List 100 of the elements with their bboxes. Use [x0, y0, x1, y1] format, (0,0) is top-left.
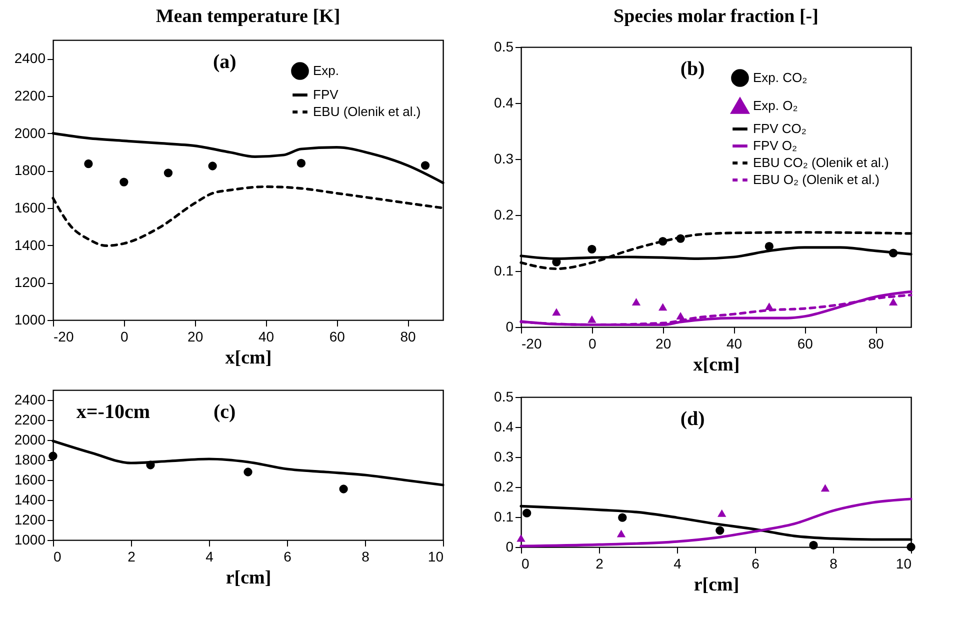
y-tick-label: 1200: [14, 274, 46, 290]
y-tick-label: 1400: [14, 492, 46, 508]
x-tick-label: 0: [120, 328, 129, 344]
x-tick-label: 6: [752, 556, 760, 572]
chart-title: Mean temperature [K]: [156, 6, 340, 27]
x-tick-label: 60: [797, 336, 814, 352]
y-tick-label: 1400: [14, 236, 46, 253]
point: [676, 312, 685, 320]
y-tick-label: 1000: [14, 312, 46, 328]
y-tick-label: 0.2: [494, 478, 514, 494]
y-tick-label: 2000: [14, 124, 46, 141]
x-tick-label: 4: [206, 548, 214, 564]
y-tick-label: 2000: [14, 432, 46, 448]
x-tick-label: 10: [896, 556, 912, 572]
point: [164, 168, 173, 178]
y-tick-label: 0.2: [494, 206, 514, 222]
x-tick-label: 8: [362, 548, 370, 564]
y-tick-label: 0.1: [494, 262, 514, 278]
y-tick-label: 1800: [14, 162, 46, 178]
point: [658, 303, 668, 311]
x-tick-label: -20: [522, 336, 542, 352]
point: [616, 530, 626, 538]
y-tick-label: 0.3: [494, 150, 514, 166]
legend-label: FPV: [313, 87, 339, 102]
annotation: (c): [214, 401, 236, 423]
x-axis-title: x[cm]: [693, 354, 740, 376]
annotation: (b): [680, 58, 705, 80]
point: [339, 484, 348, 494]
x-axis-title: r[cm]: [226, 568, 272, 588]
legend-label: Exp. O₂: [753, 98, 798, 113]
point: [146, 460, 155, 470]
y-tick-label: 0.3: [494, 448, 514, 464]
x-tick-label: 40: [726, 336, 742, 352]
y-tick-label: 0.5: [494, 388, 514, 404]
x-tick-label: 6: [284, 548, 292, 564]
y-tick-label: 0.1: [494, 508, 514, 524]
point: [809, 540, 818, 550]
x-tick-label: 80: [400, 328, 416, 344]
y-tick-label: 1200: [14, 512, 46, 528]
x-tick-label: 80: [868, 336, 884, 352]
x-axis-title: r[cm]: [694, 574, 740, 596]
x-tick-label: 2: [596, 556, 604, 572]
y-tick-label: 1600: [14, 200, 46, 216]
x-tick-label: 40: [258, 328, 274, 344]
legend-label: EBU CO₂ (Olenik et al.): [753, 155, 889, 170]
point: [888, 298, 898, 306]
y-tick-label: 0: [506, 318, 514, 334]
point: [588, 244, 596, 254]
point: [420, 161, 430, 170]
y-tick-label: 1800: [14, 452, 46, 468]
point: [764, 302, 774, 310]
chart-title: Species molar fraction [-]: [614, 6, 818, 27]
point: [820, 484, 830, 492]
point: [718, 509, 726, 517]
point: [676, 234, 685, 243]
y-tick-label: 1600: [14, 472, 46, 488]
point: [208, 162, 217, 170]
point: [244, 468, 252, 476]
y-tick-label: 0.4: [494, 94, 514, 110]
point: [888, 248, 898, 258]
point: [632, 298, 641, 306]
legend-label: EBU (Olenik et al.): [313, 104, 421, 119]
x-tick-label: 20: [656, 336, 672, 352]
x-tick-label: 8: [830, 556, 838, 572]
line-series: [520, 498, 912, 548]
x-tick-label: 2: [128, 548, 136, 564]
x-tick-label: 0: [522, 556, 530, 572]
y-tick-label: 0: [506, 538, 514, 554]
point: [120, 178, 128, 186]
annotation: (d): [680, 408, 705, 430]
point: [906, 542, 916, 552]
point: [764, 242, 774, 251]
point: [588, 315, 596, 323]
annotation: x=-10cm: [76, 401, 150, 423]
x-tick-label: 0: [54, 548, 62, 564]
point: [716, 526, 724, 535]
y-tick-label: 2200: [14, 412, 46, 428]
x-tick-label: -20: [54, 328, 74, 344]
legend-label: FPV O₂: [753, 138, 798, 153]
legend-label: Exp.: [313, 63, 340, 78]
x-axis-title: x[cm]: [225, 348, 272, 368]
point: [48, 452, 58, 460]
x-tick-label: 10: [428, 548, 444, 564]
y-tick-label: 2400: [14, 50, 46, 66]
annotation: (a): [212, 51, 236, 73]
y-tick-label: 2200: [14, 88, 46, 104]
point: [552, 308, 561, 316]
point: [618, 513, 627, 522]
legend-label: FPV CO₂: [753, 121, 806, 136]
point: [658, 237, 668, 246]
y-tick-label: 0.4: [494, 418, 514, 434]
y-tick-label: 0.5: [494, 38, 514, 54]
x-tick-label: 60: [329, 328, 346, 344]
point: [296, 158, 306, 168]
point: [84, 159, 93, 168]
legend-label: Exp. CO₂: [753, 70, 808, 85]
y-tick-label: 2400: [14, 392, 46, 408]
x-tick-label: 20: [188, 328, 204, 344]
x-tick-label: 4: [674, 556, 682, 572]
point: [516, 534, 526, 542]
